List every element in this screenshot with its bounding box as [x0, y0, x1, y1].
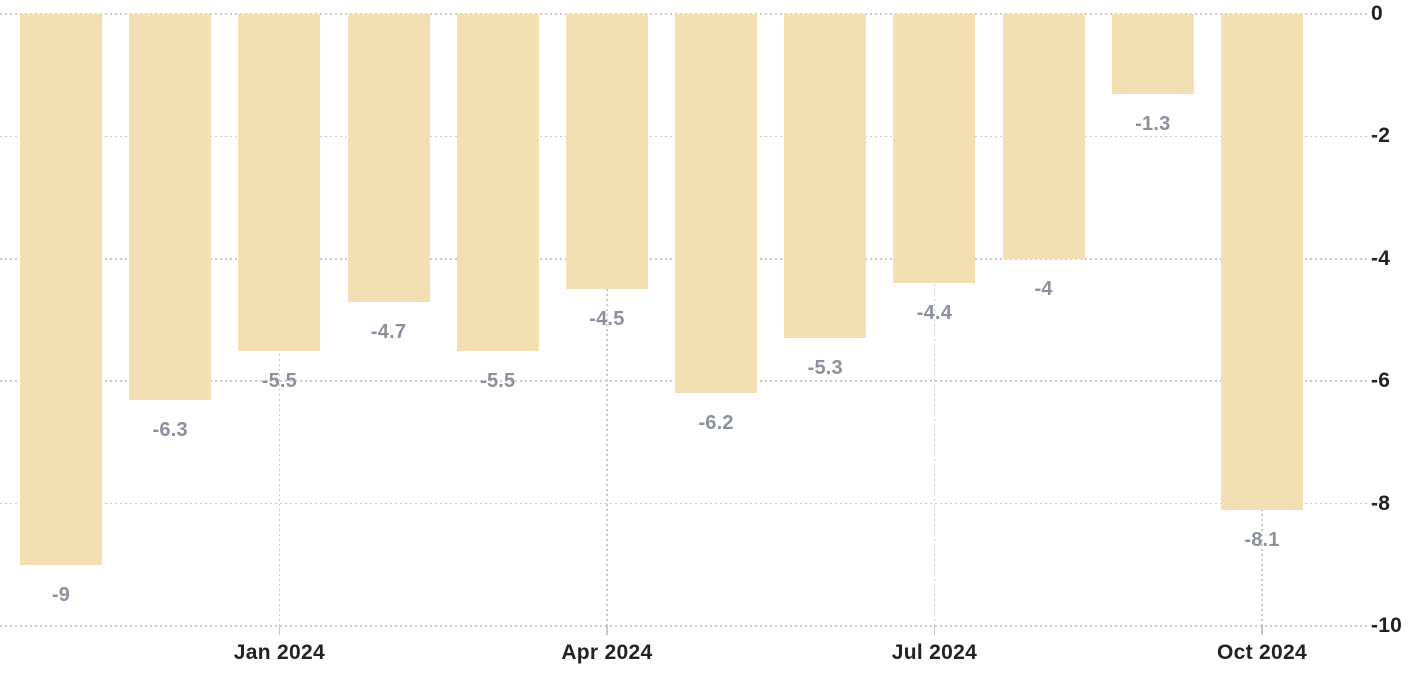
bar-value-label: -4.4	[916, 302, 953, 325]
y-axis-tick-label: -10	[1371, 614, 1402, 637]
x-axis-tick	[933, 626, 936, 635]
bar[interactable]	[238, 14, 321, 351]
bar[interactable]	[784, 14, 867, 339]
bar[interactable]	[893, 14, 976, 284]
y-axis-tick-label: -6	[1371, 369, 1391, 393]
x-axis-tick-label: Jul 2024	[891, 641, 978, 664]
bar-value-label: -4.7	[370, 320, 407, 343]
bar[interactable]	[1111, 14, 1194, 94]
bar-value-label: -5.3	[807, 357, 843, 380]
bar[interactable]	[565, 14, 648, 290]
bar-value-label: -4	[1034, 277, 1053, 300]
y-axis-tick-label: -4	[1371, 246, 1391, 270]
x-axis-tick	[1261, 626, 1263, 635]
bar-value-label: -5.5	[480, 369, 516, 392]
bar-value-label: -1.3	[1135, 112, 1171, 135]
bar[interactable]	[456, 14, 539, 351]
x-axis-tick-label: Apr 2024	[561, 641, 653, 664]
bar-value-label: -4.5	[589, 308, 625, 331]
bar-value-label: -6.2	[698, 412, 734, 435]
bar[interactable]	[1002, 14, 1085, 259]
x-axis-tick	[278, 626, 281, 635]
bar-value-label: -9	[51, 583, 71, 606]
bar-value-label: -6.3	[152, 418, 188, 441]
bar-value-label: -8.1	[1244, 528, 1280, 551]
horizontal-gridline	[0, 625, 1367, 627]
x-axis-tick-label: Oct 2024	[1216, 641, 1307, 664]
horizontal-gridline	[0, 502, 1367, 505]
bar-value-label: -5.5	[261, 369, 297, 392]
x-axis-tick	[606, 626, 608, 635]
bar[interactable]	[20, 14, 102, 565]
bar[interactable]	[675, 14, 758, 394]
y-axis-tick-label: -8	[1371, 491, 1391, 515]
bar[interactable]	[129, 14, 212, 400]
vertical-gridline	[606, 14, 608, 626]
y-axis-tick-label: -2	[1371, 124, 1391, 148]
bar[interactable]	[347, 14, 430, 302]
y-axis-tick-label: 0	[1371, 2, 1383, 25]
x-axis-tick-label: Jan 2024	[233, 641, 325, 664]
bar[interactable]	[1220, 14, 1303, 510]
vertical-gridline	[933, 14, 936, 626]
